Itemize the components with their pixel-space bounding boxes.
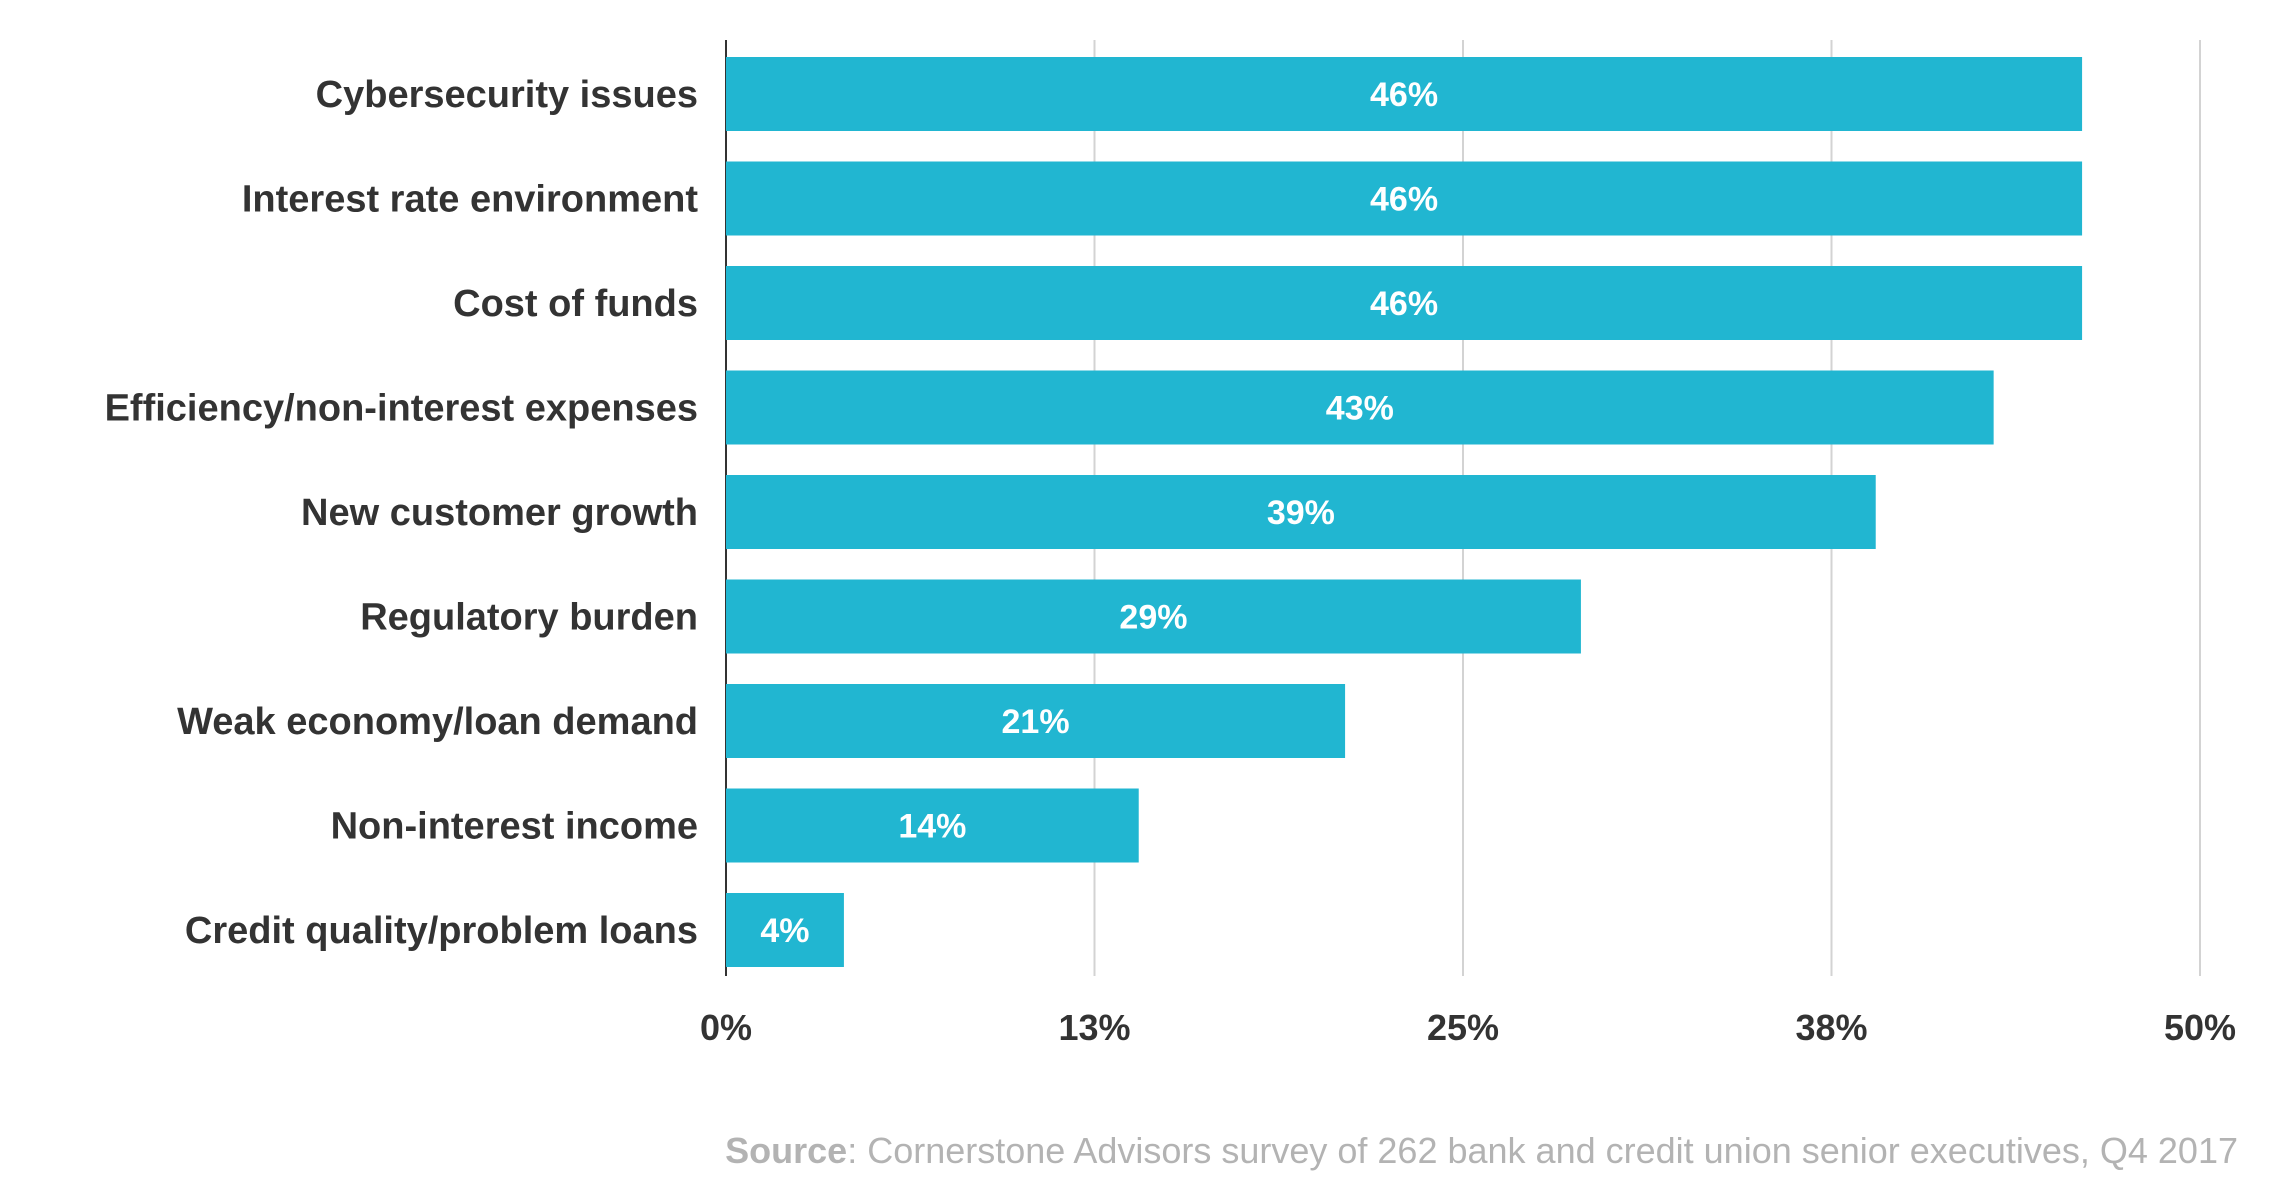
source-note: Source: Cornerstone Advisors survey of 2… (725, 1130, 2238, 1172)
category-label: Efficiency/non-interest expenses (105, 388, 698, 430)
category-label: Non-interest income (331, 806, 698, 848)
bar (726, 684, 1346, 758)
bar-value-label: 4% (760, 912, 809, 950)
x-tick-label: 25% (1427, 1007, 1499, 1048)
bar-value-label: 29% (1119, 599, 1187, 637)
bar-value-label: 14% (898, 808, 966, 846)
bar (726, 893, 844, 967)
bar-value-label: 46% (1370, 181, 1438, 219)
source-text: : Cornerstone Advisors survey of 262 ban… (847, 1130, 2238, 1171)
bar (726, 475, 1876, 549)
bar-value-label: 46% (1370, 285, 1438, 323)
x-tick-labels: 0% 13% 25% 38% 50% (700, 1007, 2236, 1048)
bar (726, 57, 2083, 131)
category-label: New customer growth (301, 492, 698, 534)
category-label: Cost of funds (453, 283, 698, 325)
bar-value-label: 46% (1370, 76, 1438, 114)
bar (726, 788, 1139, 863)
bar (726, 579, 1581, 654)
category-label: Cybersecurity issues (316, 74, 698, 116)
category-label: Credit quality/problem loans (185, 910, 698, 952)
source-label: Source (725, 1130, 848, 1171)
bar (726, 266, 2083, 340)
bar-value-label: 39% (1267, 494, 1335, 532)
category-label: Regulatory burden (360, 597, 698, 639)
category-label: Interest rate environment (242, 179, 698, 221)
bar-value-label: 21% (1002, 703, 1070, 741)
category-labels: Cybersecurity issues Interest rate enviro… (105, 74, 699, 952)
category-label: Weak economy/loan demand (177, 701, 698, 743)
x-tick-label: 13% (1058, 1007, 1130, 1048)
x-tick-label: 50% (2164, 1007, 2236, 1048)
x-tick-label: 0% (700, 1007, 752, 1048)
bars: 46% 46% 46% 43% 39% 29% 21% 14% 4% (726, 57, 2083, 967)
bar (726, 161, 2083, 236)
bar (726, 370, 1994, 445)
x-tick-label: 38% (1795, 1007, 1867, 1048)
bar-value-label: 43% (1326, 390, 1394, 428)
